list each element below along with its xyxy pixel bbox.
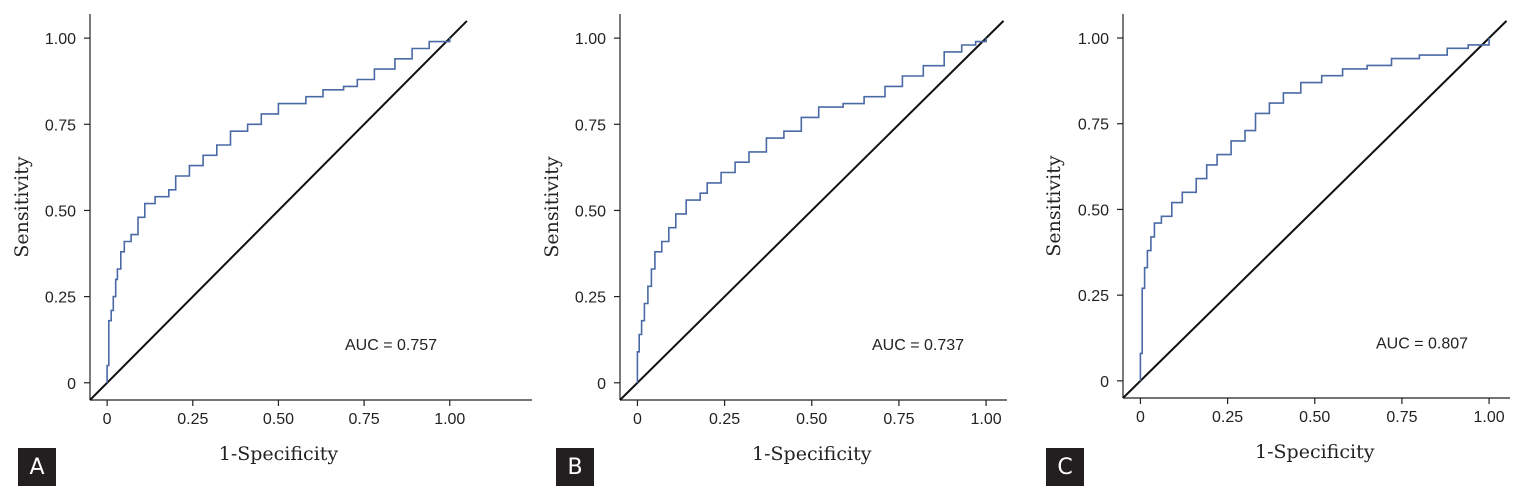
- x-axis-title: 1-Specificity: [1255, 441, 1375, 463]
- roc-chart-a: 0 0 0.25 0.25 0.50 0.50 0.75 0.75 1.00 1.00 1-Spec…: [11, 14, 532, 465]
- roc-curve: [636, 38, 987, 383]
- y-axis-title: Sensitivity: [11, 156, 33, 257]
- panel-c: 0 0 0.25 0.25 0.50 0.50 0.75 0.75 1.00 1.00 1-Spec…: [1030, 0, 1530, 497]
- x-tick-label: 0.25: [709, 411, 740, 428]
- panel-label-a: A: [18, 448, 56, 486]
- y-tick-label: 0.25: [45, 290, 76, 307]
- y-tick-label: 1.00: [1078, 31, 1109, 48]
- reference-diagonal-line: [89, 20, 468, 401]
- auc-annotation: AUC = 0.807: [1376, 335, 1468, 352]
- roc-chart-c: 0 0 0.25 0.25 0.50 0.50 0.75 0.75 1.00 1.00 1-Spec…: [1043, 14, 1510, 463]
- y-tick-label: 0: [67, 376, 76, 393]
- x-tick-label: 0.25: [177, 411, 208, 428]
- x-tick-label: 0.75: [883, 411, 914, 428]
- y-tick-label: 0.50: [45, 203, 76, 220]
- x-tick-label: 0.75: [349, 411, 380, 428]
- y-tick-label: 0: [1100, 374, 1109, 391]
- y-tick-label: 0.25: [575, 290, 606, 307]
- y-tick-label: 0: [597, 376, 606, 393]
- y-tick-label: 0.50: [575, 203, 606, 220]
- y-tick-label: 0.75: [575, 117, 606, 134]
- y-axis-title: Sensitivity: [1043, 155, 1065, 256]
- x-tick-label: 0: [103, 411, 112, 428]
- auc-annotation: AUC = 0.757: [345, 337, 437, 354]
- x-tick-label: 0.50: [1299, 409, 1330, 426]
- roc-curve: [106, 38, 451, 383]
- x-tick-label: 0: [1136, 409, 1145, 426]
- x-tick-label: 1.00: [971, 411, 1002, 428]
- y-tick-label: 0.75: [45, 117, 76, 134]
- panel-label-b: B: [556, 448, 594, 486]
- panel-a: 0 0 0.25 0.25 0.50 0.50 0.75 0.75 1.00 1.00 1-Spec…: [0, 0, 540, 497]
- y-tick-label: 0.25: [1078, 288, 1109, 305]
- y-tick-label: 0.50: [1078, 202, 1109, 219]
- roc-curve: [1139, 38, 1490, 381]
- x-tick-label: 0.50: [263, 411, 294, 428]
- x-tick-label: 0.50: [796, 411, 827, 428]
- auc-annotation: AUC = 0.737: [872, 337, 964, 354]
- x-tick-label: 1.00: [1474, 409, 1505, 426]
- x-tick-label: 0: [633, 411, 642, 428]
- y-axis-title: Sensitivity: [541, 156, 563, 257]
- y-tick-label: 1.00: [575, 31, 606, 48]
- x-tick-label: 0.25: [1212, 409, 1243, 426]
- reference-diagonal-line: [1122, 20, 1508, 399]
- panel-b: 0 0 0.25 0.25 0.50 0.50 0.75 0.75 1.00 1.00 1-Spec…: [530, 0, 1020, 497]
- x-tick-label: 1.00: [434, 411, 465, 428]
- y-tick-label: 1.00: [45, 31, 76, 48]
- y-tick-label: 0.75: [1078, 117, 1109, 134]
- reference-diagonal-line: [619, 20, 1005, 401]
- roc-chart-b: 0 0 0.25 0.25 0.50 0.50 0.75 0.75 1.00 1.00 1-Spec…: [541, 14, 1007, 465]
- x-tick-label: 0.75: [1386, 409, 1417, 426]
- x-axis-title: 1-Specificity: [752, 443, 872, 465]
- panel-label-c: C: [1046, 448, 1084, 486]
- x-axis-title: 1-Specificity: [219, 443, 339, 465]
